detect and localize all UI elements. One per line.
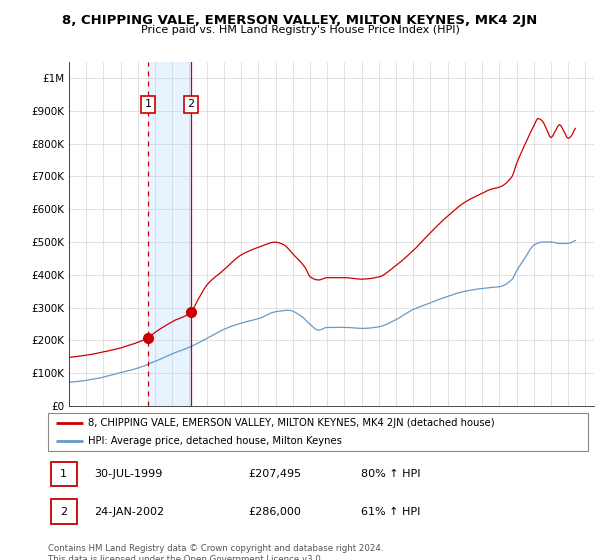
Text: 24-JAN-2002: 24-JAN-2002 <box>94 507 164 517</box>
Text: 2: 2 <box>187 99 194 109</box>
Bar <box>148 62 191 406</box>
Text: 8, CHIPPING VALE, EMERSON VALLEY, MILTON KEYNES, MK4 2JN: 8, CHIPPING VALE, EMERSON VALLEY, MILTON… <box>62 14 538 27</box>
Text: 1: 1 <box>145 99 151 109</box>
Text: 8, CHIPPING VALE, EMERSON VALLEY, MILTON KEYNES, MK4 2JN (detached house): 8, CHIPPING VALE, EMERSON VALLEY, MILTON… <box>89 418 495 428</box>
FancyBboxPatch shape <box>48 413 588 451</box>
Text: HPI: Average price, detached house, Milton Keynes: HPI: Average price, detached house, Milt… <box>89 436 343 446</box>
Text: 1: 1 <box>60 469 67 479</box>
Text: Contains HM Land Registry data © Crown copyright and database right 2024.
This d: Contains HM Land Registry data © Crown c… <box>48 544 383 560</box>
Text: 30-JUL-1999: 30-JUL-1999 <box>94 469 162 479</box>
FancyBboxPatch shape <box>50 462 77 487</box>
Text: £207,495: £207,495 <box>248 469 301 479</box>
Text: Price paid vs. HM Land Registry's House Price Index (HPI): Price paid vs. HM Land Registry's House … <box>140 25 460 35</box>
Text: 2: 2 <box>60 507 67 517</box>
FancyBboxPatch shape <box>50 500 77 524</box>
Text: £286,000: £286,000 <box>248 507 301 517</box>
Text: 61% ↑ HPI: 61% ↑ HPI <box>361 507 421 517</box>
Text: 80% ↑ HPI: 80% ↑ HPI <box>361 469 421 479</box>
